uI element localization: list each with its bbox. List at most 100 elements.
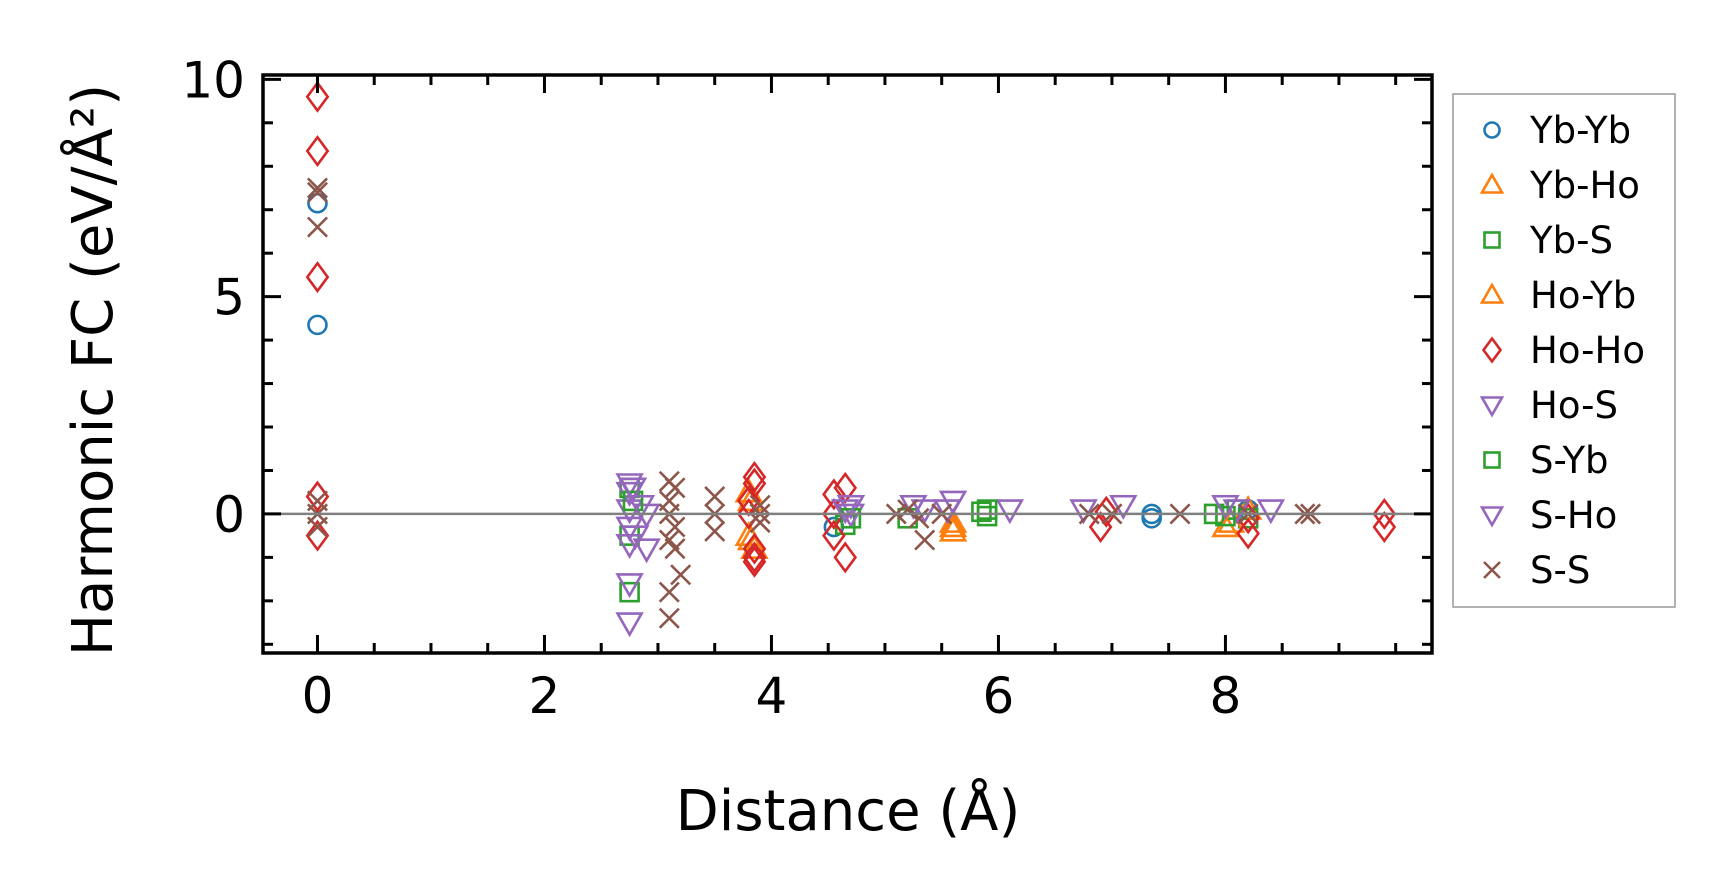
data-point [1069,499,1098,525]
data-point [749,494,771,516]
data-point [704,486,726,508]
x-tick-label: 0 [302,667,334,725]
data-point [1141,507,1162,529]
y-tick-label: 10 [181,51,245,109]
data-point [1236,517,1260,550]
legend-label: Ho-Yb [1530,274,1636,317]
data-point [995,499,1025,525]
data-point [305,480,330,513]
legend-item: Yb-Yb [1483,109,1631,152]
data-point [822,478,846,511]
legend-label: S-S [1530,549,1590,592]
data-point [976,499,998,520]
data-point [742,461,767,493]
data-point [897,499,919,521]
data-point [307,192,328,214]
data-point [622,490,644,512]
data-point [615,612,644,638]
data-point [664,477,686,499]
legend-item: Ho-Yb [1479,274,1636,317]
legend-marker-icon [1481,336,1503,364]
x-tick-label: 4 [756,667,788,725]
data-point [306,516,328,538]
data-point [307,314,328,336]
data-point [1256,499,1286,525]
data-point [306,181,328,203]
series-s-ho [618,477,1240,551]
x-tick-label: 6 [983,667,1015,725]
legend-item: Yb-Ho [1479,164,1640,207]
data-point [822,519,846,552]
legend: Yb-Yb Yb-Ho Yb-S Ho-Yb Ho-Ho Ho-S S-Yb S-Ho S-S [1452,93,1676,608]
plot-frame [261,73,1434,655]
legend-item: Ho-S [1479,384,1618,427]
x-tick-label: 2 [529,667,561,725]
legend-marker-icon [1479,282,1505,304]
legend-marker-icon [1483,231,1501,249]
series-yb-yb [307,192,1259,538]
data-point [619,581,640,603]
data-point [618,477,648,503]
data-point [938,516,968,542]
data-point [740,534,769,559]
data-point [670,564,692,586]
legend-item: Yb-S [1483,219,1613,262]
data-point [632,538,661,564]
data-point [899,494,928,520]
legend-label: Yb-S [1529,219,1613,262]
legend-label: S-Ho [1530,494,1617,537]
x-tick-labels: 0 2 4 6 8 [302,667,1242,725]
data-point [305,80,330,113]
legend-marker-icon [1479,396,1505,418]
legend-marker-icon [1479,506,1505,528]
legend-label: Ho-S [1530,384,1618,427]
legend-item: Ho-Ho [1481,329,1645,372]
data-point [704,520,726,542]
legend-marker-icon [1479,172,1505,194]
y-tick-labels: 0 5 10 [181,51,245,544]
data-point [1372,497,1397,530]
data-point [306,177,328,199]
data-point [836,503,866,529]
data-point [742,532,767,565]
data-point [658,581,680,603]
y-tick-label: 5 [213,269,245,327]
data-point [1109,494,1138,520]
y-axis-label: Harmonic FC (eV/Å²) [60,84,126,656]
data-point [1372,510,1397,543]
data-point [833,541,858,574]
data-point [908,507,930,529]
data-point [658,607,680,629]
data-point [1222,499,1252,525]
data-point [910,499,939,525]
data-point [1094,495,1119,528]
data-point [749,512,771,534]
data-point [914,529,936,551]
data-point [305,261,330,294]
data-point [615,573,644,599]
legend-marker-icon [1483,561,1501,579]
data-point [664,538,686,560]
y-tick-label: 0 [213,486,245,544]
legend-label: S-Yb [1530,439,1609,482]
series-yb-ho [734,477,1263,559]
data-point [971,501,992,523]
data-point [742,541,767,574]
legend-item: S-S [1483,549,1590,592]
x-tick-label: 8 [1210,667,1242,725]
legend-marker-icon [1483,451,1501,469]
data-point [305,135,330,168]
data-point [626,494,656,520]
data-point [1215,505,1236,527]
data-point [830,499,860,525]
x-axis-label: Distance (Å) [676,778,1021,844]
data-point [933,499,962,525]
data-point [305,519,330,552]
legend-label: Yb-Ho [1529,164,1640,207]
data-point [1211,494,1240,520]
data-point [621,525,650,551]
data-point [938,512,968,538]
series-s-s [306,177,1322,629]
legend-marker-icon [1483,121,1501,139]
